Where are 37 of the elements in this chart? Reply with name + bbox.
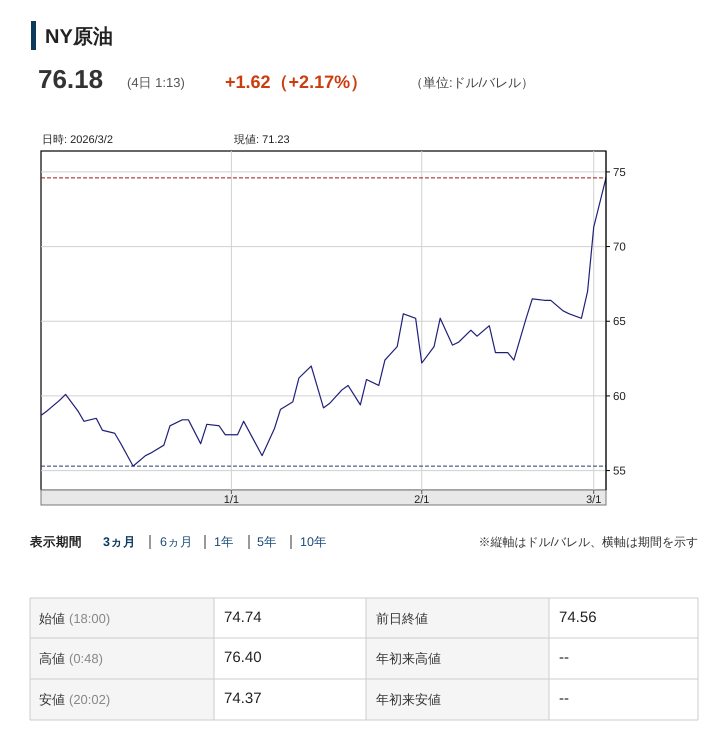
y-tick-label: 70 bbox=[613, 242, 626, 254]
text: 年初来安値 bbox=[376, 692, 441, 707]
text: 76.40 bbox=[224, 649, 262, 666]
text: 日時: 2026/3/2 bbox=[42, 133, 113, 146]
text: ※縦軸はドル/バレル、横軸は期間を示す bbox=[478, 535, 698, 549]
text: 1年 bbox=[214, 535, 234, 549]
text: 始値 bbox=[39, 611, 65, 626]
text: 安値 bbox=[39, 692, 65, 707]
x-tick-label: 2/1 bbox=[414, 494, 430, 506]
text: 3ヵ月 bbox=[103, 535, 136, 549]
text: （単位:ドル/バレル） bbox=[410, 75, 534, 90]
text: 6ヵ月 bbox=[160, 535, 193, 549]
text: -- bbox=[559, 649, 569, 666]
x-tick-label: 3/1 bbox=[586, 494, 602, 506]
text: +1.62（+2.17%） bbox=[225, 72, 368, 92]
text: 74.37 bbox=[224, 690, 262, 707]
text: 前日終値 bbox=[376, 611, 428, 626]
text: (4日 1:13) bbox=[127, 75, 185, 90]
text: (0:48) bbox=[69, 651, 103, 666]
text: 74.74 bbox=[224, 609, 262, 626]
text: -- bbox=[559, 690, 569, 707]
text: (20:02) bbox=[69, 692, 110, 707]
text: 74.56 bbox=[559, 609, 597, 626]
y-tick-label: 75 bbox=[613, 166, 626, 179]
text: 年初来高値 bbox=[376, 651, 441, 666]
text: 高値 bbox=[39, 651, 65, 666]
y-tick-label: 60 bbox=[613, 390, 626, 403]
text: 10年 bbox=[300, 535, 327, 549]
text: 76.18 bbox=[38, 64, 104, 94]
y-tick-label: 65 bbox=[613, 316, 626, 328]
chart-title: NY原油 bbox=[45, 26, 113, 48]
text: (18:00) bbox=[69, 611, 110, 626]
x-tick-label: 1/1 bbox=[224, 494, 240, 506]
text: 5年 bbox=[257, 535, 277, 549]
text: 表示期間 bbox=[29, 535, 82, 549]
y-tick-label: 55 bbox=[613, 466, 626, 478]
text: 現値: 71.23 bbox=[234, 134, 290, 146]
